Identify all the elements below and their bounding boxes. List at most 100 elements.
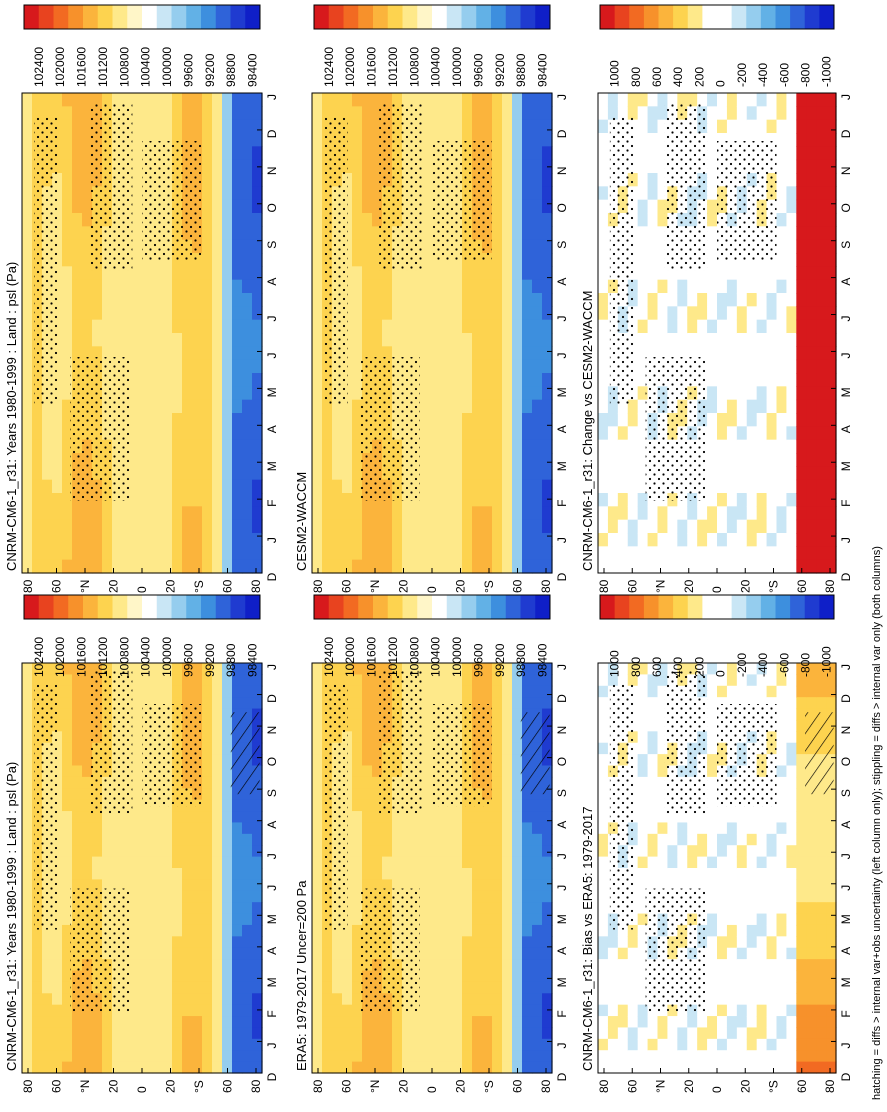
heat-cell (232, 279, 243, 294)
heat-cell (122, 1050, 133, 1063)
heat-cell (512, 856, 523, 869)
heat-cell (452, 868, 463, 880)
heat-cell (462, 346, 473, 361)
heat-cell (806, 533, 817, 547)
colorbar-swatch (245, 595, 261, 619)
colorbar-0: 102400 102000 101600 101200 100800 100400 1000… (23, 4, 261, 87)
heat-cell (598, 413, 609, 427)
heat-cell (482, 93, 493, 107)
heat-cell (402, 833, 413, 846)
colorbar-frame (313, 4, 551, 30)
heat-cell (192, 924, 203, 937)
heat-cell (472, 106, 483, 121)
heat-cell (92, 533, 103, 547)
heat-cell (432, 493, 443, 507)
heat-cell (422, 106, 433, 121)
heat-cell (826, 506, 837, 521)
heat-cell (382, 93, 393, 107)
heat-cell (212, 93, 223, 107)
heat-cell (332, 533, 343, 547)
heat-cell (82, 226, 93, 241)
colorbar-label: 100800 (407, 47, 421, 87)
heat-cell (32, 106, 43, 121)
heat-cell (542, 359, 553, 374)
heat-cell (746, 533, 758, 547)
heat-cell (352, 439, 363, 454)
heat-cell (502, 811, 513, 824)
heat-cell (392, 1050, 403, 1063)
heat-cell (502, 439, 513, 454)
heat-cell (532, 822, 543, 835)
heat-cell (332, 663, 343, 675)
heat-cell (502, 1050, 513, 1063)
colorbar-label: 102400 (32, 47, 46, 87)
heat-cell (532, 173, 543, 187)
heat-cell (172, 306, 183, 321)
heat-cell (472, 439, 483, 454)
heat-cell (352, 788, 363, 801)
heat-cell (182, 319, 193, 334)
heat-cell (492, 306, 503, 321)
heat-cell (162, 559, 173, 574)
heat-cell (212, 1004, 223, 1017)
heat-cell (312, 186, 323, 201)
heat-cell (162, 439, 173, 454)
colorbar-swatch (535, 595, 551, 619)
heat-cell (492, 226, 503, 241)
heat-cell (482, 856, 493, 869)
heat-cell (232, 146, 243, 161)
heat-cell (202, 663, 213, 675)
heat-cell (492, 319, 503, 334)
heat-cell (442, 319, 453, 334)
heat-cell (242, 856, 253, 869)
heat-cell (242, 279, 253, 294)
heat-cell (542, 146, 553, 161)
heat-cell (512, 373, 523, 387)
heat-cell (32, 936, 43, 949)
heat-cell (212, 742, 223, 755)
heat-cell (162, 319, 173, 334)
heat-cell (806, 493, 817, 507)
heat-cell (502, 936, 513, 949)
heat-cell (62, 506, 73, 521)
heat-cell (132, 546, 143, 561)
heat-cell (392, 506, 403, 521)
heat-cell (452, 936, 463, 949)
heat-cell (512, 426, 523, 441)
heat-cell (816, 106, 827, 121)
heat-cell (72, 708, 83, 721)
heat-cell (598, 1050, 609, 1063)
heat-cell (512, 106, 523, 121)
heat-cell (512, 293, 523, 307)
heat-cell (452, 902, 463, 915)
heat-cell (472, 119, 483, 134)
heat-cell (142, 822, 153, 835)
heat-cell (617, 479, 629, 494)
heat-cell (82, 754, 93, 767)
heat-cell (62, 106, 73, 121)
heat-cell (202, 890, 213, 903)
heat-cell (232, 924, 243, 937)
heat-cell (112, 279, 123, 294)
heat-cell (252, 811, 263, 824)
heat-cell (22, 213, 33, 227)
lat-tick-label: °N (368, 1080, 382, 1093)
heat-cell (82, 346, 93, 361)
heat-cell (422, 799, 433, 812)
heat-cell (432, 413, 443, 427)
heat-cell (502, 213, 513, 227)
heat-cell (132, 697, 143, 710)
heat-cell (462, 856, 473, 869)
heat-cell (132, 106, 143, 121)
heat-cell (252, 119, 263, 134)
heat-cell (687, 533, 698, 547)
heat-cell (142, 1027, 153, 1040)
heat-cell (362, 663, 373, 675)
heat-cell (202, 697, 213, 710)
heat-cell (242, 266, 253, 281)
lat-tick-label: °S (482, 1080, 496, 1093)
heat-cell (452, 506, 463, 521)
heat-cell (512, 754, 523, 767)
heat-cell (242, 226, 253, 241)
heat-cell (412, 546, 423, 561)
